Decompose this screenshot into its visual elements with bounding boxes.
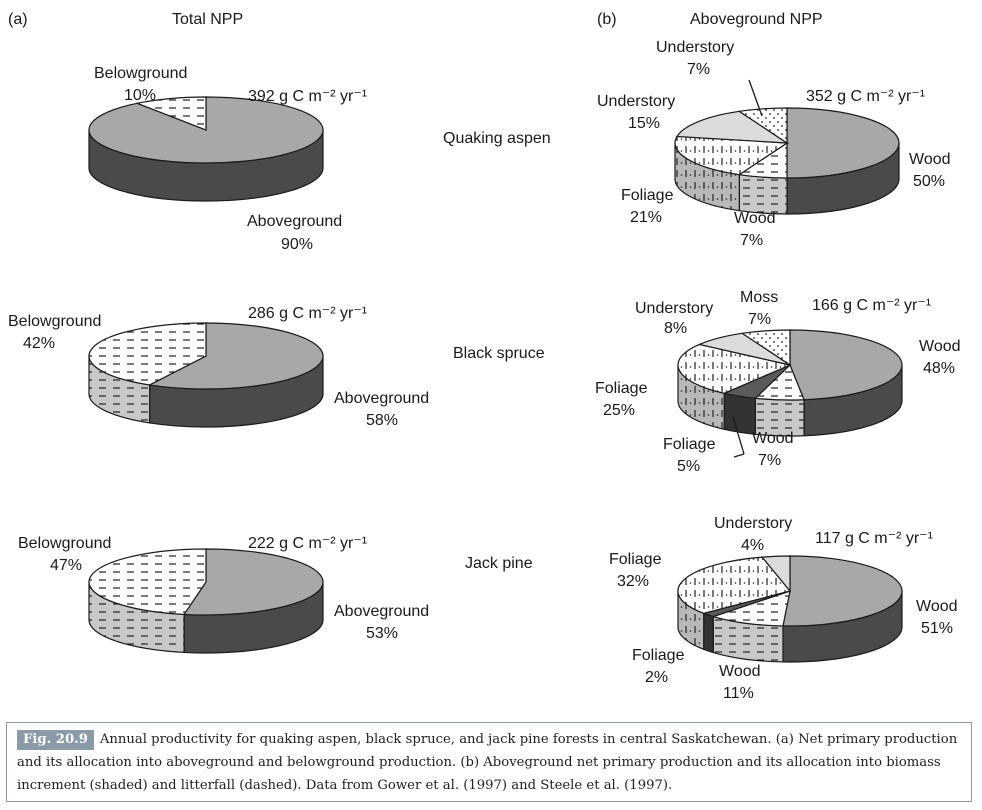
slice-pct-label: 7%	[740, 232, 763, 249]
pie-b-black-spruce	[677, 329, 903, 437]
slice-label: Moss	[740, 289, 778, 306]
slice-pct-label: 7%	[748, 311, 771, 328]
slice-pct-label: 21%	[630, 209, 662, 226]
total-label-b-spruce: 166 g C m⁻² yr⁻¹	[812, 297, 931, 314]
pie-slice-foliage	[674, 135, 789, 176]
slice-label: Wood	[734, 210, 776, 227]
pie-a-jack-pine	[88, 548, 324, 654]
pie-slice-foliage	[677, 556, 792, 614]
pie-slice-wood	[789, 329, 903, 401]
slice-label: Belowground	[18, 535, 111, 552]
slice-pct-label: 48%	[923, 360, 955, 377]
slice-label: Aboveground	[334, 603, 429, 620]
slice-pct-label: 47%	[50, 557, 82, 574]
leader-lines	[732, 79, 763, 458]
slice-label: Foliage	[609, 551, 662, 568]
pie-slice-belowground	[88, 548, 207, 616]
pie-slice-belowground	[135, 96, 207, 131]
slice-pct-label: 7%	[758, 452, 781, 469]
pie-b-quaking-aspen	[674, 107, 900, 215]
slice-label: Foliage	[595, 380, 648, 397]
pie-slice-wood	[782, 555, 903, 627]
slice-label: Foliage	[663, 436, 716, 453]
pie-slice-understory	[737, 107, 788, 145]
slice-pct-label: 32%	[617, 573, 649, 590]
slice-label: Aboveground	[247, 213, 342, 230]
slice-label: Understory	[714, 515, 792, 532]
slice-pct-label: 50%	[913, 173, 945, 190]
slice-pct-label: 25%	[603, 402, 635, 419]
slice-label: Aboveground	[334, 390, 429, 407]
slice-pct-label: 51%	[921, 620, 953, 637]
stand-label-jack-pine: Jack pine	[465, 555, 533, 572]
figure-caption: Fig. 20.9 Annual productivity for quaking…	[6, 722, 972, 802]
slice-label: Understory	[656, 39, 734, 56]
leader-line	[733, 453, 745, 458]
slice-pct-label: 53%	[366, 625, 398, 642]
pie-b-jack-pine	[677, 555, 903, 663]
slice-label: Wood	[719, 663, 761, 680]
slice-label: Foliage	[632, 647, 685, 664]
panel-b-title: Aboveground NPP	[690, 11, 823, 28]
pie-a-quaking-aspen	[88, 96, 324, 202]
total-label-b-pine: 117 g C m⁻² yr⁻¹	[815, 530, 933, 547]
stand-label-black-spruce: Black spruce	[453, 345, 545, 362]
slice-label: Belowground	[94, 65, 187, 82]
total-label-a-aspen: 392 g C m⁻² yr⁻¹	[248, 88, 367, 105]
pie-slice-wood	[711, 590, 791, 627]
slice-label: Belowground	[8, 313, 101, 330]
slice-label: Wood	[919, 338, 961, 355]
slice-pct-label: 5%	[677, 458, 700, 475]
slice-pct-label: 8%	[664, 320, 687, 337]
slice-label: Understory	[597, 93, 675, 110]
leader-line	[732, 416, 745, 455]
pie-side-foliage	[703, 612, 714, 654]
pie-slice-aboveground	[182, 548, 324, 616]
slice-pct-label: 90%	[281, 236, 313, 253]
slice-pct-label: 15%	[628, 115, 660, 132]
figure-number-badge: Fig. 20.9	[17, 730, 94, 750]
pie-figure: (a) Total NPP (b) Aboveground NPP Quakin…	[8, 11, 961, 702]
stand-label-quaking-aspen: Quaking aspen	[443, 130, 551, 147]
pie-a-black-spruce	[88, 322, 324, 428]
pie-slice-moss	[740, 329, 791, 367]
slice-pct-label: 42%	[23, 335, 55, 352]
leader-line	[748, 79, 763, 117]
slice-label: Understory	[635, 300, 713, 317]
pie-slice-understory	[675, 110, 790, 144]
pie-charts	[88, 96, 903, 663]
slice-pct-label: 7%	[687, 61, 710, 78]
panel-a-title: Total NPP	[172, 11, 243, 28]
slice-pct-label: 58%	[366, 412, 398, 429]
pie-slice-understory	[760, 555, 791, 593]
slice-pct-label: 4%	[741, 537, 764, 554]
caption-text: Annual productivity for quaking aspen, b…	[17, 732, 958, 793]
slice-pct-label: 10%	[124, 87, 156, 104]
pie-side-wood	[738, 173, 788, 215]
pie-side-foliage	[723, 392, 756, 435]
pie-slice-foliage	[677, 343, 792, 394]
slice-pct-label: 2%	[645, 669, 668, 686]
pie-slice-wood	[786, 107, 900, 179]
slice-pct-label: 11%	[723, 685, 754, 702]
slice-label: Wood	[752, 430, 794, 447]
total-label-a-spruce: 286 g C m⁻² yr⁻¹	[248, 305, 367, 322]
pie-slice-belowground	[88, 322, 207, 386]
total-label-a-pine: 222 g C m⁻² yr⁻¹	[248, 535, 367, 552]
panel-a-label: (a)	[8, 11, 28, 28]
pie-slice-aboveground	[147, 322, 324, 390]
slice-label: Wood	[916, 598, 958, 615]
slice-label: Foliage	[621, 187, 674, 204]
slice-label: Wood	[909, 151, 951, 168]
total-label-b-aspen: 352 g C m⁻² yr⁻¹	[806, 88, 925, 105]
panel-b-label: (b)	[597, 11, 617, 28]
